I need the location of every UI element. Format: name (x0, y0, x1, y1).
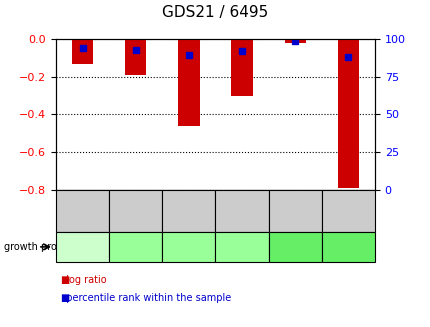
Bar (125, 39, 146, 75)
Text: ■: ■ (60, 293, 69, 302)
Bar (337, 39, 358, 188)
Bar (72, 39, 93, 64)
Text: GSM907: GSM907 (78, 192, 87, 230)
Text: growth protocol: growth protocol (4, 242, 81, 252)
Text: GSM997: GSM997 (237, 192, 246, 230)
Text: GSM1001: GSM1001 (343, 189, 352, 233)
Text: raffinose: raffinose (65, 242, 99, 251)
Text: GDS21 / 6495: GDS21 / 6495 (162, 5, 268, 20)
Text: fructose: fructose (226, 242, 257, 251)
Text: percentile rank within the sample: percentile rank within the sample (60, 293, 231, 302)
Text: GSM999: GSM999 (290, 192, 299, 230)
Bar (284, 39, 305, 43)
Text: galactose: galactose (170, 242, 207, 251)
Bar (231, 39, 252, 95)
Text: GSM991: GSM991 (184, 192, 193, 230)
Text: ■: ■ (60, 275, 69, 284)
Text: glucose: glucose (121, 242, 150, 251)
Text: ethanol: ethanol (333, 242, 362, 251)
Text: sucrose: sucrose (280, 242, 309, 251)
Text: GSM990: GSM990 (131, 192, 140, 230)
Bar (178, 39, 199, 126)
Text: log ratio: log ratio (60, 275, 107, 284)
